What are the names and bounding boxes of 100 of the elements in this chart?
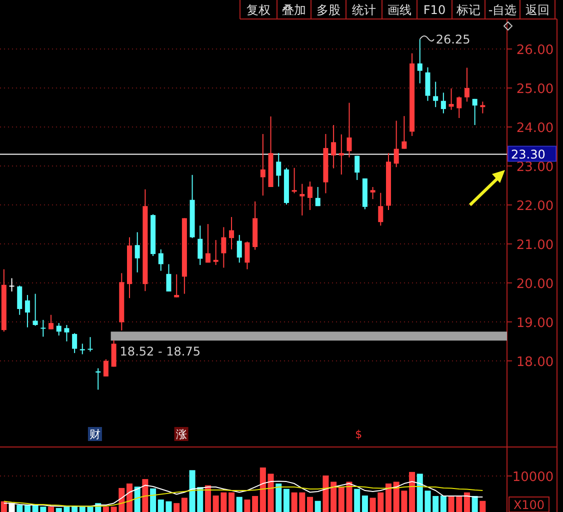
annotation: 财: [89, 428, 100, 441]
candlestick: [331, 124, 336, 169]
candlestick: [433, 81, 438, 108]
candlestick: [48, 314, 54, 330]
bar: [48, 506, 54, 512]
bar: [236, 496, 242, 512]
candlestick: [472, 98, 478, 126]
candlestick: [17, 285, 22, 316]
bar: [142, 479, 148, 512]
candlestick: [80, 343, 85, 355]
bar: [464, 492, 470, 512]
y-tick-label: 20.00: [516, 276, 554, 292]
text: 叠加: [282, 3, 306, 17]
candlestick: [236, 234, 242, 264]
candlestick: [394, 120, 399, 168]
text: 10000: [512, 470, 554, 485]
candlestick: [111, 340, 116, 368]
candlestick: [56, 322, 62, 336]
bar: [0, 501, 7, 512]
bar: [150, 488, 156, 512]
candlestick: [64, 324, 70, 342]
candlestick: [158, 248, 164, 272]
text: X100: [513, 498, 545, 512]
bar: [330, 482, 337, 512]
candlestick: [229, 216, 234, 250]
bar: [354, 488, 360, 512]
candlestick: [40, 319, 46, 338]
candlestick: [174, 274, 180, 298]
candlestick: [198, 225, 203, 266]
text: F10: [423, 3, 446, 17]
y-tick-label: 23.00: [516, 160, 554, 175]
bar: [79, 506, 86, 512]
bar: [126, 484, 132, 512]
y-tick-label: 19.00: [516, 316, 554, 331]
y-tick-label: 26.00: [516, 43, 554, 58]
annotation: 26.25: [436, 32, 470, 46]
bar: [260, 468, 266, 512]
candlestick: [276, 152, 282, 188]
bar: [204, 485, 211, 512]
text: 复权: [246, 3, 270, 17]
bar: [244, 500, 250, 512]
annotation: 涨: [176, 428, 187, 441]
text: -自选: [488, 3, 517, 17]
text: 画线: [388, 3, 412, 17]
candlestick: [166, 264, 172, 292]
bar: [228, 492, 235, 512]
bar: [409, 472, 416, 512]
text: 标记: [456, 3, 480, 17]
candlestick: [338, 134, 344, 176]
candlestick: [440, 92, 446, 114]
candlestick: [480, 101, 486, 114]
candlestick: [354, 155, 360, 180]
candlestick: [205, 224, 210, 264]
candlestick: [213, 240, 218, 266]
bar: [385, 484, 392, 512]
candlestick: [221, 226, 226, 268]
bar: [362, 496, 368, 512]
candlestick: [425, 66, 430, 102]
candlestick: [378, 192, 384, 226]
text: 统计: [352, 3, 376, 17]
candlestick: [464, 67, 470, 102]
candlestick: [370, 186, 376, 200]
candlestick: [300, 183, 305, 216]
band-label: 18.52 - 18.75: [120, 344, 200, 359]
candlestick: [244, 241, 250, 270]
candlestick: [402, 116, 407, 150]
candlestick: [346, 102, 352, 158]
bar: [283, 488, 290, 512]
bar: [134, 486, 140, 512]
bar: [252, 496, 258, 512]
candlestick: [448, 88, 454, 110]
ref-line-label: 23.30: [511, 147, 546, 162]
candlestick: [292, 167, 297, 194]
bar: [314, 500, 321, 512]
bar: [480, 500, 486, 512]
bar: [472, 496, 478, 512]
candlestick: [9, 278, 14, 292]
candlestick: [308, 181, 313, 210]
bar: [24, 504, 30, 512]
y-tick-label: 24.00: [516, 120, 554, 136]
bar: [276, 484, 282, 512]
bar: [432, 496, 439, 512]
candlestick: [24, 294, 30, 328]
candlestick: [315, 186, 320, 207]
annotation: $: [355, 428, 362, 441]
y-tick-label: 18.00: [516, 354, 554, 370]
text: 返回: [526, 3, 550, 17]
bar: [322, 476, 329, 512]
y-tick-label: 25.00: [516, 82, 554, 97]
candlestick: [417, 38, 422, 84]
bar: [174, 503, 180, 512]
y-tick-label: 21.00: [516, 238, 554, 253]
bar: [181, 498, 188, 512]
bar: [102, 506, 109, 512]
candlestick: [260, 133, 266, 196]
candlestick: [32, 293, 38, 326]
y-tick-label: 22.00: [516, 198, 554, 214]
candlestick: [456, 96, 462, 119]
text: 多股: [316, 3, 340, 17]
bar: [440, 496, 446, 512]
